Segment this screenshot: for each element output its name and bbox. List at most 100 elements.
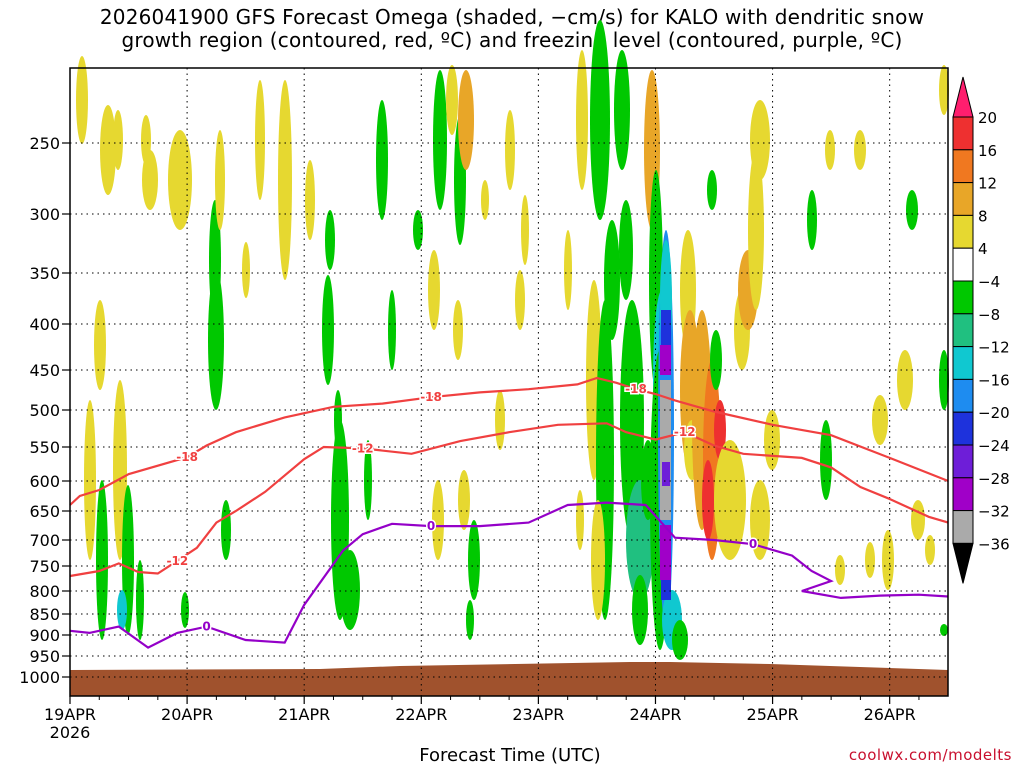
omega-cell: [604, 220, 620, 340]
colorbar-swatch: [952, 378, 974, 413]
x-tick-label: 26APR: [864, 705, 916, 724]
omega-cell: [453, 300, 463, 360]
colorbar-swatch: [952, 346, 974, 380]
omega-cell: [76, 56, 88, 144]
omega-cell: [515, 270, 525, 330]
y-axis: 250 300 350 400 450 500 550 600 650 700 750 800 850 9…: [19, 134, 70, 687]
colorbar-swatch: [952, 149, 974, 184]
omega-cell: [94, 300, 106, 390]
y-tick-label: 1000: [19, 668, 60, 687]
omega-cell: [672, 620, 688, 660]
omega-cell: [278, 80, 292, 280]
y-tick-label: 500: [29, 401, 60, 420]
omega-cell: [820, 420, 832, 500]
contour-label: 0: [749, 537, 757, 551]
omega-cell: [136, 560, 144, 640]
omega-cell: [468, 520, 480, 600]
y-tick-label: 550: [29, 438, 60, 457]
x-axis-label: Forecast Time (UTC): [419, 745, 601, 766]
omega-cell: [576, 50, 588, 190]
omega-cell: [632, 575, 648, 645]
omega-cell: [305, 160, 315, 240]
x-tick-label: 25APR: [747, 705, 799, 724]
y-tick-label: 600: [29, 472, 60, 491]
colorbar-label: −12: [978, 339, 1010, 357]
omega-cell: [714, 440, 746, 560]
colorbar-swatch: [952, 444, 974, 479]
colorbar-label: −28: [978, 470, 1010, 488]
colorbar-swatch: [952, 182, 974, 216]
x-tick-label: 24APR: [629, 705, 681, 724]
contour-label: -12: [674, 425, 696, 439]
colorbar-label: −8: [978, 306, 1000, 324]
x-tick-label: 22APR: [395, 705, 447, 724]
colorbar-swatch: [952, 313, 974, 348]
omega-cell: [181, 592, 189, 628]
colorbar-label: 8: [978, 207, 988, 225]
omega-cell: [142, 150, 158, 210]
colorbar-swatch: [952, 477, 974, 512]
colorbar-swatch: [952, 411, 974, 446]
omega-cell: [750, 480, 770, 560]
colorbar-swatch: [952, 510, 974, 544]
omega-cell: [334, 390, 342, 450]
y-tick-label: 850: [29, 605, 60, 624]
omega-cell: [882, 530, 894, 590]
colorbar-swatch: [952, 214, 974, 249]
omega-cell: [925, 535, 935, 565]
omega-cell: [255, 80, 265, 200]
colorbar-label: −4: [978, 273, 1000, 291]
contour-line--18: [69, 376, 949, 506]
omega-cell: [590, 20, 610, 220]
omega-cell: [906, 190, 918, 230]
omega-cell: [100, 105, 116, 195]
omega-cell: [481, 180, 489, 220]
x-tick-label: 19APR: [44, 705, 96, 724]
omega-cell: [872, 395, 888, 445]
omega-cell: [620, 300, 644, 540]
omega-cell: [939, 350, 949, 410]
omega-cell: [807, 190, 817, 250]
title-line-1: 2026041900 GFS Forecast Omega (shaded, −…: [99, 5, 925, 29]
omega-cell: [340, 550, 360, 630]
omega-cell: [707, 170, 717, 210]
omega-cell: [835, 555, 845, 585]
omega-cell: [168, 130, 192, 230]
omega-cell: [764, 410, 780, 470]
omega-cell: [591, 500, 605, 620]
omega-cell: [221, 500, 231, 560]
omega-cell: [446, 65, 458, 135]
omega-cell: [495, 390, 505, 450]
contour-label: 0: [202, 620, 210, 634]
omega-cell: [911, 500, 925, 540]
omega-cell: [428, 250, 440, 330]
y-tick-label: 350: [29, 264, 60, 283]
omega-cell: [505, 110, 515, 190]
colorbar-label: 4: [978, 240, 988, 258]
omega-cell: [117, 590, 127, 630]
omega-cell: [619, 200, 633, 300]
omega-cell: [710, 330, 722, 390]
contour-label: 0: [427, 519, 435, 533]
chart-title: 2026041900 GFS Forecast Omega (shaded, −…: [0, 6, 1024, 52]
colorbar-label: −36: [978, 535, 1010, 553]
colorbar-bottom-arrow: [952, 542, 974, 584]
omega-cell: [215, 130, 225, 230]
colorbar-swatch: [952, 247, 974, 282]
omega-cell: [614, 50, 630, 170]
omega-cell: [748, 150, 764, 310]
omega-cell: [564, 230, 572, 310]
omega-cell: [466, 600, 474, 640]
omega-cell: [825, 130, 835, 170]
omega-cell: [96, 480, 108, 640]
contour-label: -18: [176, 450, 198, 464]
omega-cell: [242, 242, 250, 298]
x-tick-label: 21APR: [278, 705, 330, 724]
y-tick-label: 250: [29, 134, 60, 153]
omega-cell: [661, 580, 671, 600]
y-tick-label: 950: [29, 647, 60, 666]
omega-cell: [458, 470, 470, 530]
contour-line--12: [69, 422, 949, 578]
omega-cell: [897, 350, 913, 410]
omega-cell: [662, 462, 670, 486]
